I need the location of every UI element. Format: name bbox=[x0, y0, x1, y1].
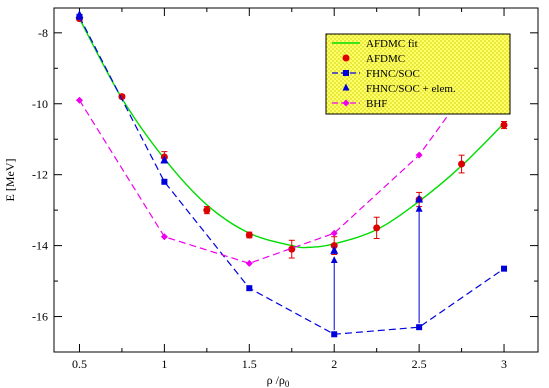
data-point-afdmc bbox=[288, 245, 296, 253]
data-point-fhnc-elem bbox=[330, 245, 339, 254]
x-axis-title-main: ρ /ρ bbox=[267, 373, 285, 387]
series-layer bbox=[75, 10, 508, 338]
legend-entry: FHNC/SOC bbox=[332, 68, 420, 80]
data-point-fhnc-elem bbox=[160, 155, 169, 164]
data-point-diamond bbox=[415, 151, 423, 159]
data-point-diamond bbox=[160, 233, 168, 241]
data-point-diamond bbox=[75, 96, 83, 104]
x-tick-label: 0.5 bbox=[72, 357, 87, 371]
legend: AFDMC fit AFDMC FHNC/SOC FHNC/SOC + elem. BH… bbox=[325, 33, 511, 115]
series-line-diamond bbox=[78, 37, 505, 264]
data-point-diamond bbox=[330, 229, 338, 237]
series-3 bbox=[75, 10, 424, 254]
y-tick-label: -12 bbox=[32, 168, 48, 182]
y-axis-title: E [MeV] bbox=[3, 159, 17, 202]
x-axis-title-subscript: 0 bbox=[285, 379, 290, 388]
data-point-afdmc bbox=[330, 242, 338, 250]
legend-label: AFDMC fit bbox=[366, 38, 418, 50]
series-line-square bbox=[78, 16, 505, 335]
legend-box bbox=[325, 33, 511, 115]
data-point-fhnc-elem bbox=[415, 194, 424, 203]
data-point-afdmc bbox=[458, 160, 466, 168]
legend-label: FHNC/SOC + elem. bbox=[366, 83, 456, 95]
data-point-square bbox=[246, 285, 253, 292]
annotation-layer bbox=[330, 204, 423, 331]
legend-swatch-marker bbox=[342, 83, 350, 91]
x-tick-label: 2 bbox=[331, 357, 337, 371]
data-point-square bbox=[161, 178, 168, 185]
data-point-square bbox=[331, 331, 338, 338]
legend-entry: AFDMC bbox=[342, 53, 405, 65]
legend-label: AFDMC bbox=[366, 53, 405, 65]
data-point-fhnc-elem bbox=[75, 10, 84, 19]
y-tick-label: -16 bbox=[32, 310, 48, 324]
y-tick-label: -10 bbox=[32, 97, 48, 111]
legend-label: FHNC/SOC bbox=[366, 68, 420, 80]
x-tick-label: 1 bbox=[161, 357, 167, 371]
y-tick-label: -8 bbox=[38, 26, 48, 40]
legend-swatch-marker bbox=[342, 54, 350, 62]
legend-swatch-marker bbox=[342, 99, 350, 107]
x-tick-label: 3 bbox=[501, 357, 507, 371]
x-tick-label: 1.5 bbox=[242, 357, 257, 371]
legend-entry: FHNC/SOC + elem. bbox=[342, 83, 456, 95]
data-point-afdmc bbox=[373, 224, 381, 232]
data-point-square bbox=[416, 324, 423, 331]
x-axis: 0.5 1 1.5 2 2.5 3 bbox=[72, 8, 507, 371]
x-axis-title: ρ /ρ0 bbox=[267, 373, 290, 388]
y-tick-label: -14 bbox=[32, 239, 48, 253]
data-point-diamond bbox=[245, 259, 253, 267]
data-point-square bbox=[501, 265, 508, 272]
x-tick-label: 2.5 bbox=[412, 357, 427, 371]
data-point-afdmc bbox=[500, 121, 508, 129]
y-axis: -8 -10 -12 -14 -16 bbox=[32, 26, 538, 353]
data-point-afdmc bbox=[245, 231, 253, 239]
data-point-afdmc bbox=[203, 206, 211, 214]
legend-entry: AFDMC fit bbox=[332, 38, 418, 50]
legend-entry: BHF bbox=[332, 98, 387, 110]
legend-swatch-marker bbox=[343, 70, 349, 76]
legend-label: BHF bbox=[366, 98, 387, 110]
